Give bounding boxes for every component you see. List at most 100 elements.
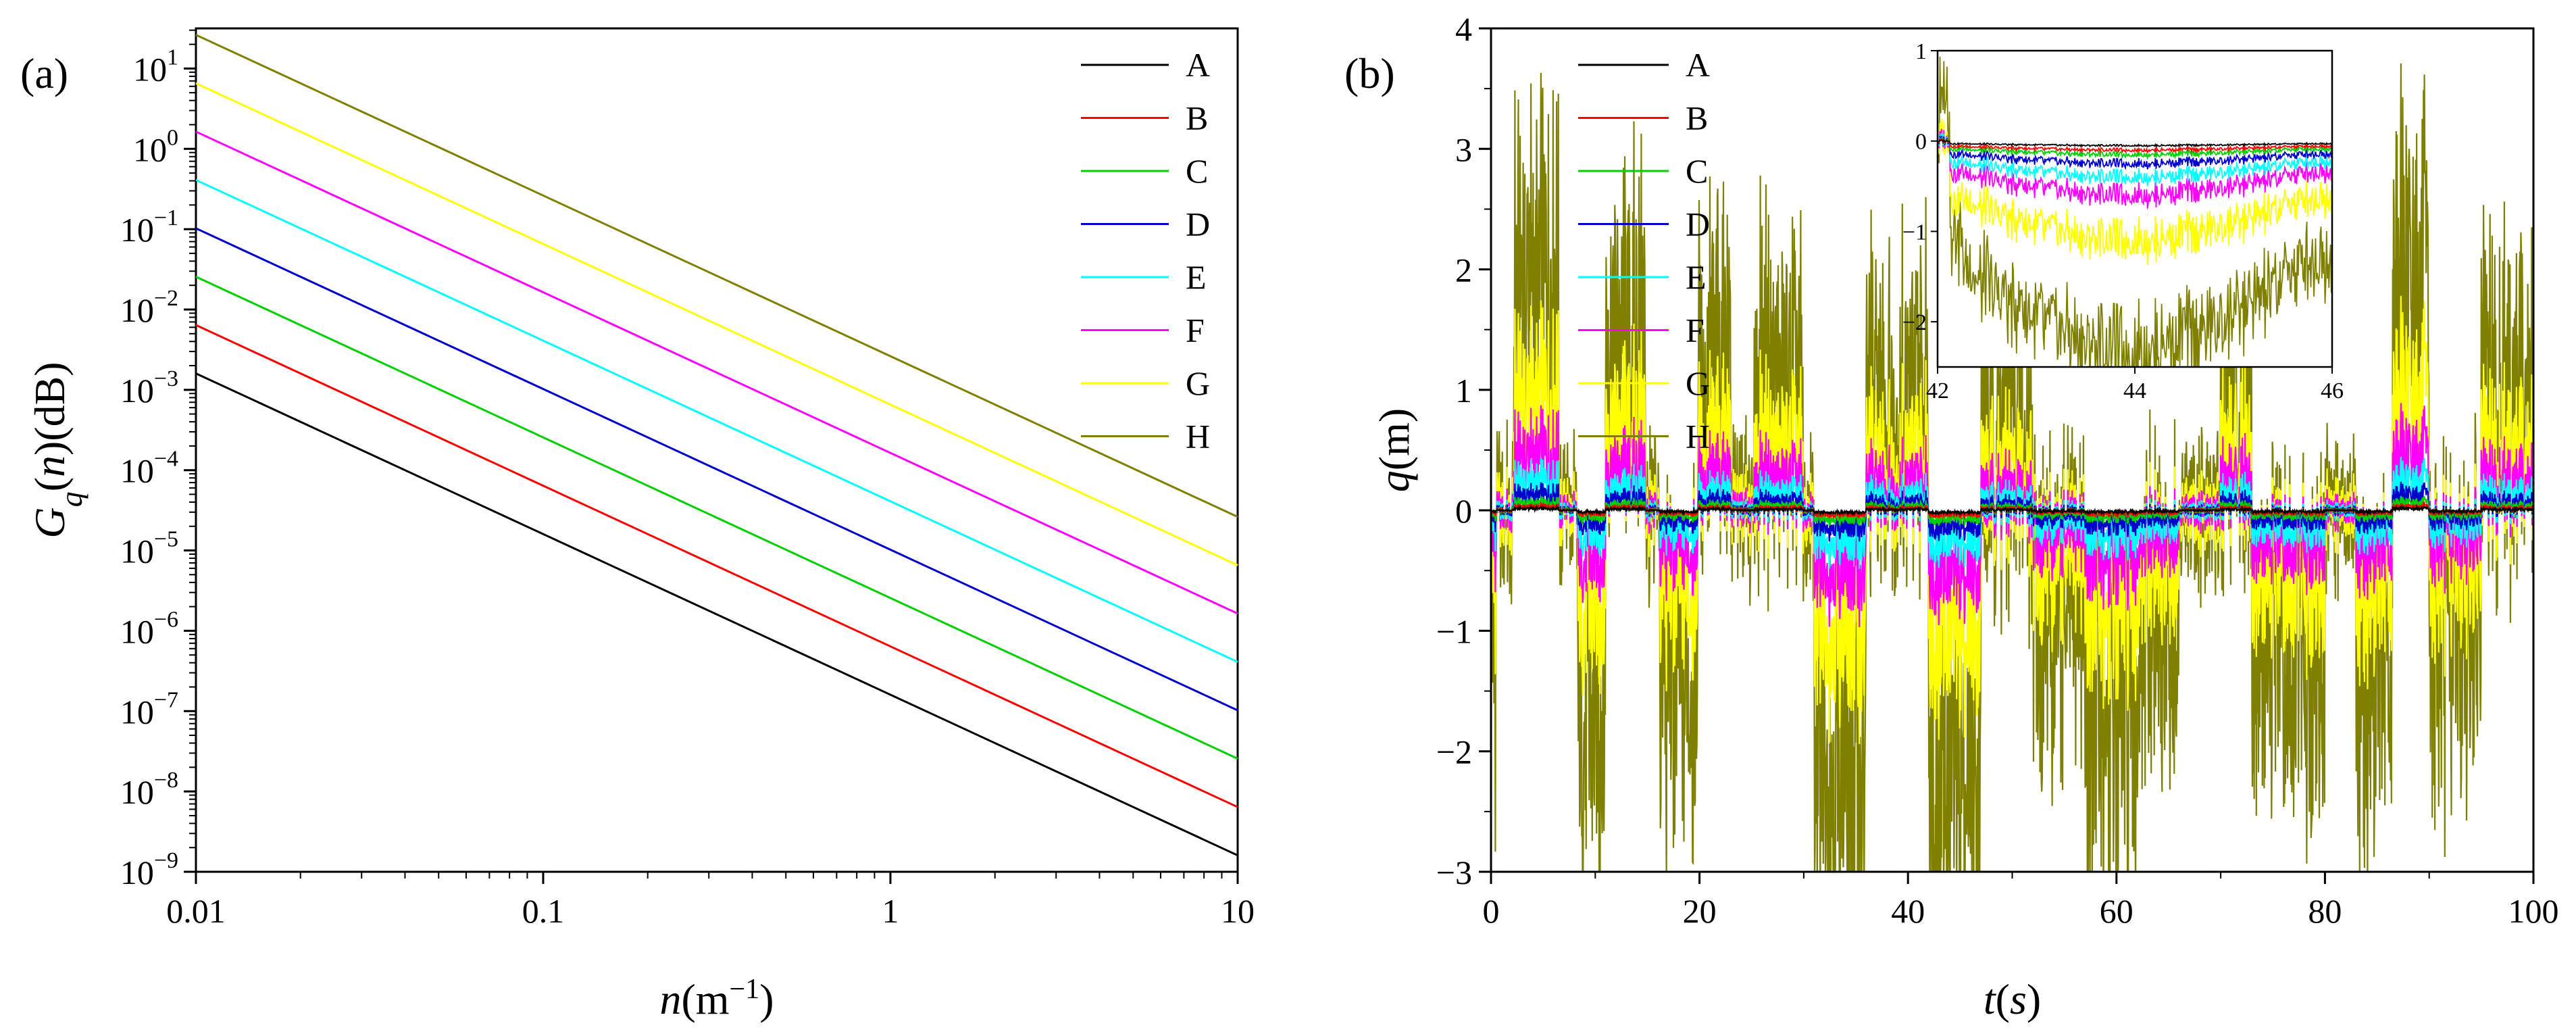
panel-a: (a) 0.01 0.1 1 10 10110010−110−210−310−410−… bbox=[20, 27, 1255, 1023]
x-tick-label: 20 bbox=[1683, 892, 1717, 930]
legend-label-d: D bbox=[1186, 205, 1210, 243]
y-tick-label: 10−4 bbox=[120, 447, 178, 490]
y-axis-label-a: Gq(n)(dB) bbox=[26, 362, 89, 538]
y-tick-label: 0 bbox=[1455, 492, 1472, 530]
y-label-paren-open-a: ( bbox=[26, 477, 74, 491]
y-tick-exponent: −2 bbox=[154, 286, 178, 311]
x-label-unit-open-a: (m bbox=[681, 975, 729, 1023]
y-tick-base: 10 bbox=[120, 372, 154, 410]
inset-y-ticks: 1 0 −1 −2 bbox=[1902, 39, 1938, 335]
plot-frame-a bbox=[195, 27, 1239, 873]
y-tick-base: 10 bbox=[120, 773, 154, 811]
y-label-paren-close-a: )(dB) bbox=[26, 362, 74, 455]
inset-x-tick-label: 46 bbox=[2321, 378, 2344, 403]
y-tick-exponent: −1 bbox=[154, 205, 178, 230]
x-tick-label: 0.01 bbox=[166, 892, 226, 930]
series-line-d bbox=[195, 227, 1238, 712]
x-label-var-a: n bbox=[659, 975, 681, 1023]
y-tick-exponent: −7 bbox=[154, 687, 178, 712]
y-tick-exponent: −5 bbox=[154, 527, 178, 552]
legend-label-e: E bbox=[1686, 258, 1707, 296]
series-line-h bbox=[195, 34, 1238, 518]
y-tick-base: 10 bbox=[120, 854, 154, 891]
x-tick-label: 1 bbox=[882, 892, 899, 930]
y-tick-base: 10 bbox=[133, 130, 167, 168]
inset-series-line-h bbox=[1938, 56, 2332, 367]
y-label-var-a: G bbox=[26, 507, 74, 538]
series-line-e bbox=[195, 178, 1238, 663]
legend-label-d: D bbox=[1686, 205, 1710, 243]
y-tick-base: 10 bbox=[133, 50, 167, 88]
y-tick-label: 3 bbox=[1455, 130, 1472, 168]
legend-label-a: A bbox=[1186, 46, 1210, 84]
x-axis-label-b: t(s) bbox=[1984, 975, 2041, 1023]
inset-series-group bbox=[1938, 56, 2332, 367]
legend-label-e: E bbox=[1186, 258, 1207, 296]
y-tick-exponent: −8 bbox=[154, 768, 178, 793]
legend-label-b: B bbox=[1186, 99, 1208, 137]
x-tick-label: 10 bbox=[1221, 892, 1255, 930]
series-line-g bbox=[195, 82, 1238, 566]
y-axis-ticks-a: 10110010−110−210−310−410−510−610−710−810… bbox=[120, 29, 196, 891]
x-label-paren-open-b: ( bbox=[1996, 975, 2010, 1023]
y-tick-base: 10 bbox=[120, 693, 154, 731]
y-tick-base: 10 bbox=[120, 211, 154, 249]
x-label-var-b: t bbox=[1984, 975, 1997, 1023]
inset-series-line-f bbox=[1938, 128, 2332, 209]
series-line-f bbox=[195, 130, 1238, 615]
legend-label-b: B bbox=[1686, 99, 1708, 137]
x-axis-label-a: n(m−1) bbox=[659, 974, 774, 1023]
legend-label-f: F bbox=[1186, 312, 1205, 349]
y-axis-ticks-b: −3 −2 −1 0 1 2 3 4 bbox=[1436, 10, 1491, 891]
y-label-arg-a: n bbox=[26, 455, 74, 477]
y-tick-label: 10−5 bbox=[120, 527, 178, 570]
inset-series-line-g bbox=[1938, 118, 2332, 266]
legend-label-h: H bbox=[1186, 418, 1210, 455]
inset-series-line-d bbox=[1938, 134, 2332, 170]
inset-y-tick-label: 0 bbox=[1915, 130, 1927, 155]
y-tick-exponent: 0 bbox=[167, 125, 178, 150]
y-tick-label: −2 bbox=[1436, 733, 1472, 771]
y-tick-label: 10−2 bbox=[120, 286, 178, 329]
legend-label-h: H bbox=[1686, 418, 1710, 455]
x-tick-label: 0.1 bbox=[522, 892, 565, 930]
legend-label-c: C bbox=[1186, 152, 1208, 190]
inset-y-tick-label: −2 bbox=[1902, 310, 1927, 335]
y-tick-label: 100 bbox=[133, 125, 178, 168]
inset-x-tick-label: 42 bbox=[1926, 378, 1949, 403]
y-tick-base: 10 bbox=[120, 291, 154, 329]
y-tick-label: 2 bbox=[1455, 251, 1472, 289]
x-tick-label: 100 bbox=[2508, 892, 2559, 930]
inset-x-tick-label: 44 bbox=[2123, 378, 2146, 403]
x-label-unit-close-a: ) bbox=[759, 975, 774, 1023]
inset-y-tick-label: −1 bbox=[1902, 220, 1927, 245]
inset-series-line-e bbox=[1938, 132, 2332, 187]
x-axis-ticks-a: 0.01 0.1 1 10 bbox=[166, 872, 1255, 930]
y-tick-label: 10−6 bbox=[120, 607, 178, 650]
y-tick-exponent: 1 bbox=[167, 45, 178, 70]
y-tick-label: 10−1 bbox=[120, 205, 178, 249]
inset-x-ticks: 42 44 46 bbox=[1926, 367, 2344, 403]
x-tick-label: 60 bbox=[2100, 892, 2133, 930]
series-line-b bbox=[195, 324, 1238, 808]
y-axis-label-b: q(m) bbox=[1370, 408, 1418, 492]
y-tick-base: 10 bbox=[120, 452, 154, 490]
y-tick-label: 101 bbox=[133, 45, 178, 88]
y-label-unit-b: (m) bbox=[1370, 408, 1418, 470]
x-axis-ticks-b: 0 20 40 60 80 100 bbox=[1483, 872, 2559, 930]
y-tick-label: 1 bbox=[1455, 372, 1472, 410]
y-tick-base: 10 bbox=[120, 612, 154, 650]
y-tick-label: −1 bbox=[1436, 612, 1472, 650]
y-tick-label: 10−8 bbox=[120, 768, 178, 811]
inset-plot: 42 44 46 1 0 −1 −2 bbox=[1902, 39, 2344, 403]
y-tick-exponent: −9 bbox=[154, 848, 178, 873]
legend-label-f: F bbox=[1686, 312, 1704, 349]
x-tick-label: 0 bbox=[1483, 892, 1500, 930]
legend-label-a: A bbox=[1686, 46, 1710, 84]
y-label-var-b: q bbox=[1370, 470, 1418, 492]
legend-label-g: G bbox=[1686, 364, 1710, 402]
series-line-a bbox=[195, 372, 1238, 857]
series-line-c bbox=[195, 276, 1238, 760]
